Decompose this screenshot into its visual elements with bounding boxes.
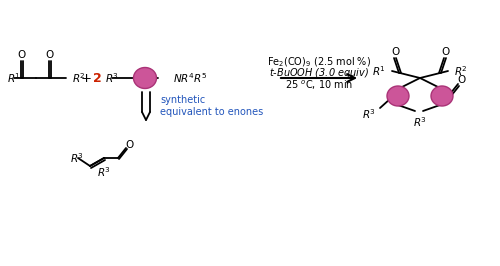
Text: O: O: [391, 47, 399, 57]
Text: Fe$_2$(CO)$_9$ (2.5 mol %): Fe$_2$(CO)$_9$ (2.5 mol %): [267, 55, 371, 69]
Text: +: +: [80, 72, 92, 85]
Text: 2: 2: [92, 72, 102, 85]
Text: synthetic
equivalent to enones: synthetic equivalent to enones: [160, 95, 263, 117]
Text: 25 $^o$C, 10 min: 25 $^o$C, 10 min: [285, 78, 353, 92]
Text: $R^2$: $R^2$: [454, 64, 468, 78]
Ellipse shape: [134, 68, 156, 89]
Text: $R^2$: $R^2$: [72, 71, 86, 85]
Text: $R^3$: $R^3$: [105, 71, 119, 85]
Text: $R^1$: $R^1$: [7, 71, 21, 85]
Text: $R^1$: $R^1$: [372, 64, 386, 78]
Text: $R^3$: $R^3$: [362, 107, 376, 121]
Text: O: O: [125, 140, 133, 150]
Text: O: O: [458, 75, 466, 85]
Text: O: O: [441, 47, 449, 57]
Ellipse shape: [387, 86, 409, 106]
Text: $R^3$: $R^3$: [70, 151, 84, 165]
Text: $R^3$: $R^3$: [413, 115, 427, 129]
Text: O: O: [18, 50, 26, 60]
Text: $NR^4R^5$: $NR^4R^5$: [173, 71, 208, 85]
Ellipse shape: [431, 86, 453, 106]
Text: $R^3$: $R^3$: [97, 165, 111, 179]
Text: O: O: [46, 50, 54, 60]
Text: $t$-BuOOH (3.0 equiv): $t$-BuOOH (3.0 equiv): [269, 66, 369, 80]
